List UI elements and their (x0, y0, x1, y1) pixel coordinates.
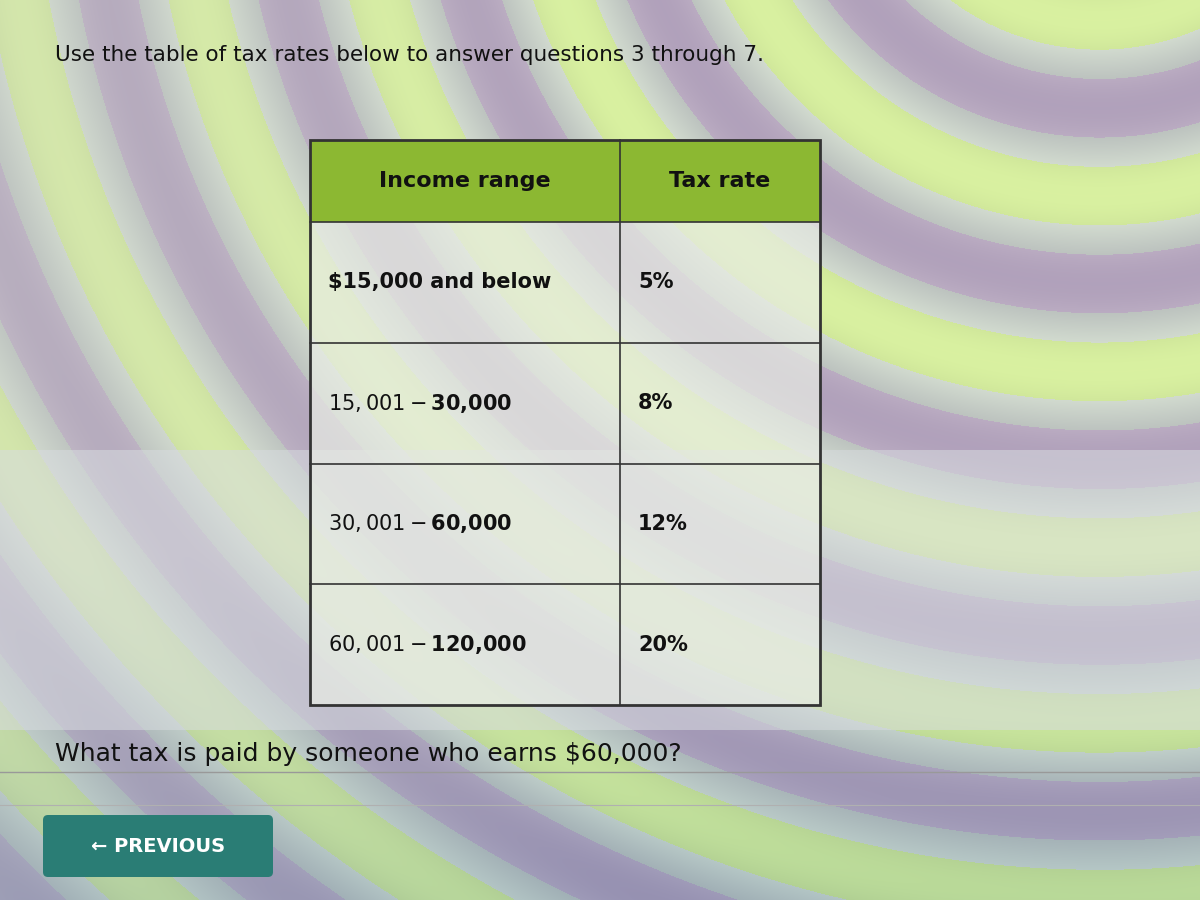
Bar (310, 464, 820, 584)
Text: Use the table of tax rates below to answer questions 3 through 7.: Use the table of tax rates below to answ… (55, 45, 764, 65)
Text: Tax rate: Tax rate (670, 171, 770, 191)
Text: What tax is paid by someone who earns $60,000?: What tax is paid by someone who earns $6… (55, 742, 682, 766)
Text: $30,001-$60,000: $30,001-$60,000 (328, 512, 512, 535)
Bar (0, 450, 1200, 730)
Bar (310, 222, 820, 343)
Text: 8%: 8% (638, 393, 673, 413)
Text: $15,000 and below: $15,000 and below (328, 273, 551, 292)
Text: $60,001-$120,000: $60,001-$120,000 (328, 633, 527, 656)
Bar (310, 140, 820, 705)
Text: ← PREVIOUS: ← PREVIOUS (91, 836, 226, 856)
Text: 20%: 20% (638, 634, 688, 654)
Text: $15,001-$30,000: $15,001-$30,000 (328, 392, 512, 415)
FancyBboxPatch shape (43, 815, 274, 877)
Bar (310, 140, 820, 222)
Text: 12%: 12% (638, 514, 688, 534)
Bar (310, 584, 820, 705)
Text: 5%: 5% (638, 273, 673, 292)
Bar (310, 343, 820, 464)
Text: Income range: Income range (379, 171, 551, 191)
